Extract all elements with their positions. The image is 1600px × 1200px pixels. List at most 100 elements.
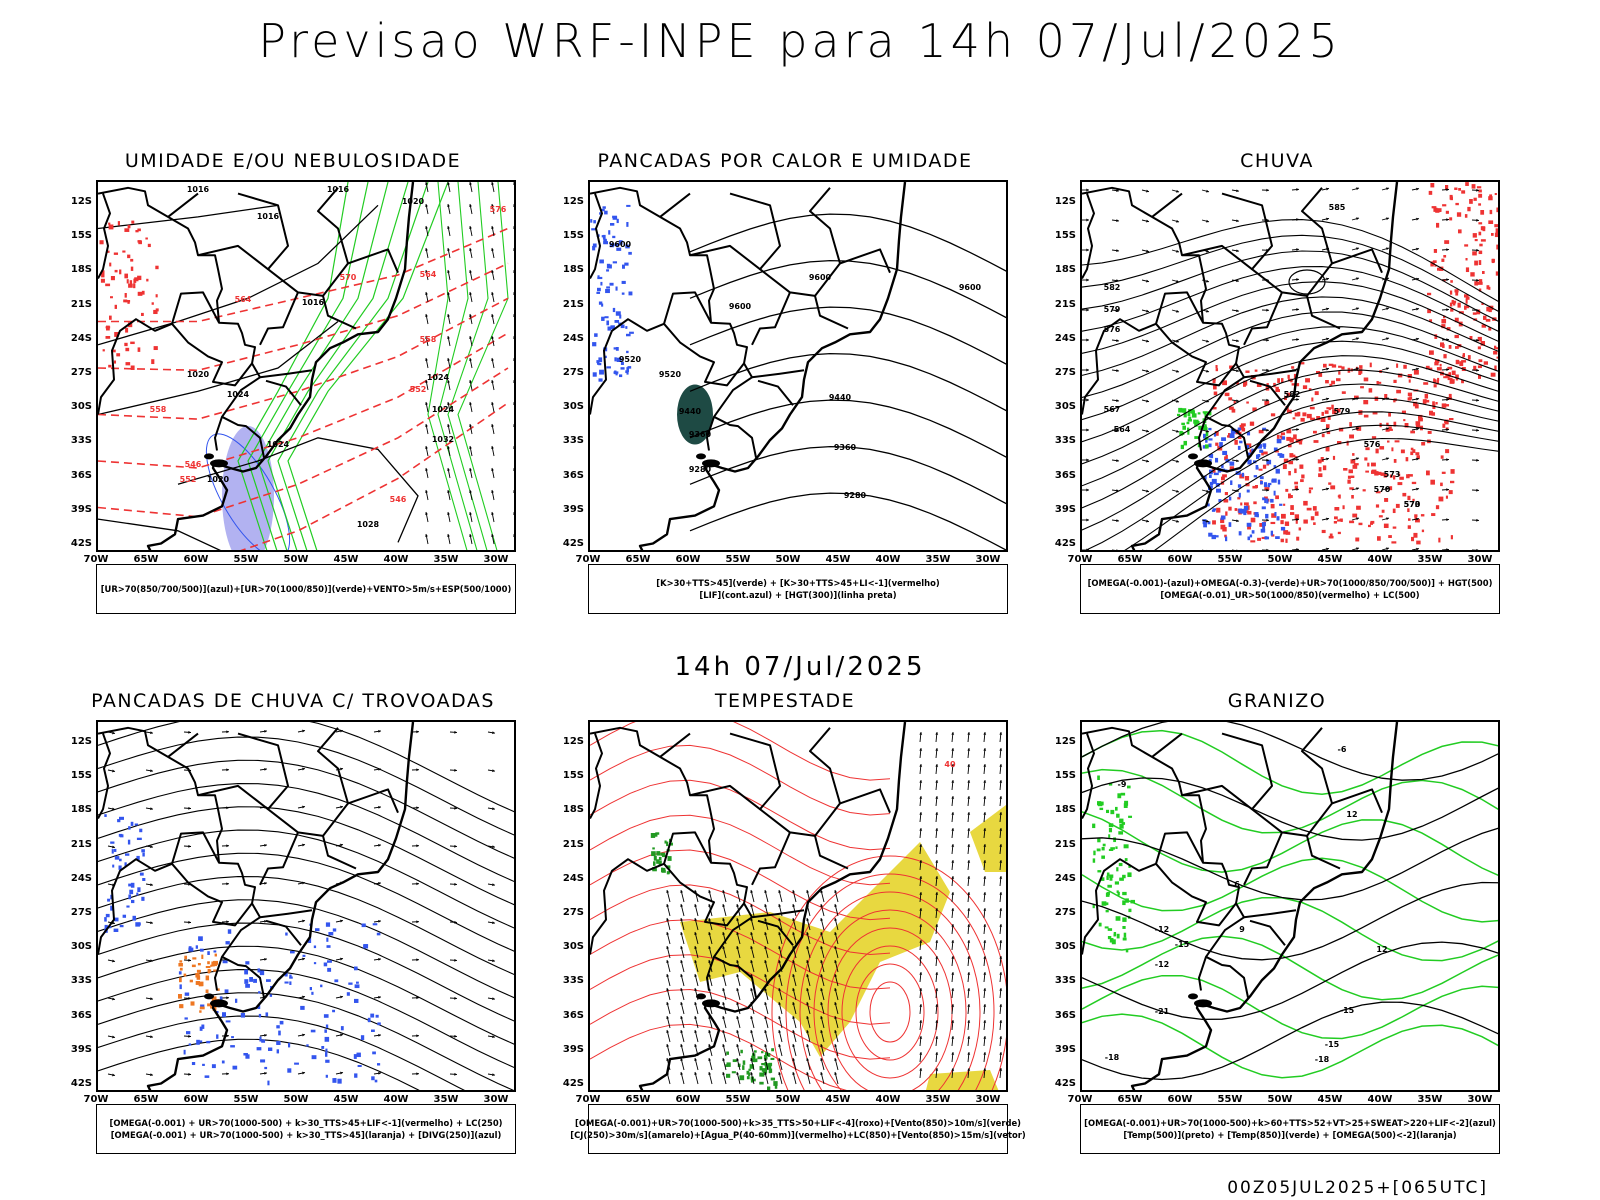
shaded-cell <box>1413 370 1419 375</box>
latitude-label: 24S <box>562 872 584 884</box>
wind-arrowhead <box>416 768 419 772</box>
longitude-label: 30W <box>975 1094 1001 1105</box>
shaded-cell <box>1470 272 1475 277</box>
shaded-cell <box>1314 391 1319 396</box>
legend-line: [OMEGA(-0.001)+UR>70(1000-500)+k>35_TTS>… <box>575 1118 1021 1128</box>
shaded-cell <box>357 1065 362 1068</box>
wind-arrowhead <box>736 904 740 907</box>
shaded-cell <box>1455 291 1459 296</box>
shaded-cell <box>1109 938 1114 943</box>
wind-arrowhead <box>806 946 810 949</box>
wind-arrowhead <box>1116 369 1119 373</box>
wind-arrowhead <box>416 920 419 924</box>
shaded-cell <box>608 230 611 235</box>
shaded-cell <box>1273 382 1276 388</box>
latitude-label: 12S <box>1054 736 1076 747</box>
wind-arrowhead <box>302 843 305 847</box>
shaded-cell <box>1464 244 1469 247</box>
wind-arrowhead <box>226 882 229 886</box>
shaded-cell <box>615 311 621 316</box>
thickness-label: 570 <box>340 273 357 282</box>
shaded-cell <box>1365 470 1369 473</box>
shaded-cell <box>1476 186 1482 189</box>
shaded-cell <box>1266 383 1269 386</box>
shaded-cell <box>1322 465 1327 471</box>
wind-arrowhead <box>736 890 740 893</box>
shaded-cell <box>207 1003 211 1007</box>
wind-arrowhead <box>188 996 191 1000</box>
border-line <box>590 318 665 415</box>
shaded-cell <box>598 378 603 382</box>
shaded-cell <box>1349 422 1352 427</box>
shaded-cell <box>1203 522 1207 528</box>
shaded-cell <box>110 841 115 844</box>
shaded-cell <box>1234 439 1238 445</box>
shaded-cell <box>666 865 671 869</box>
wind-arrowhead <box>447 314 450 317</box>
shaded-cell <box>313 962 317 965</box>
contour-label: 570 <box>1374 485 1391 494</box>
shaded-cell <box>606 269 610 272</box>
wind-arrowhead <box>1356 247 1359 251</box>
shaded-cell <box>1280 520 1284 525</box>
shaded-cell <box>1203 425 1207 428</box>
wind-arrowhead <box>1476 308 1479 312</box>
wind-arrowhead <box>666 904 670 907</box>
low-level-jet-area <box>725 1048 778 1090</box>
shaded-cell <box>183 1049 186 1055</box>
wind-arrowhead <box>1236 369 1239 373</box>
shaded-cell <box>112 349 116 353</box>
shaded-cell <box>1215 483 1220 487</box>
shaded-cell <box>326 945 331 948</box>
shaded-cell <box>1225 454 1228 460</box>
shaded-cell <box>147 243 151 248</box>
shaded-cell <box>289 981 292 985</box>
wind-arrow <box>513 182 514 185</box>
shaded-cell <box>127 301 130 304</box>
shaded-cell <box>104 814 107 817</box>
lake <box>696 993 706 1000</box>
shaded-cell <box>626 204 631 207</box>
wind-arrowhead <box>666 988 670 991</box>
wind-arrowhead <box>447 182 450 185</box>
contour-line <box>177 437 419 543</box>
wind-arrowhead <box>967 732 971 735</box>
wind-arrowhead <box>491 204 494 207</box>
shaded-cell <box>110 905 113 911</box>
shaded-cell <box>1178 407 1183 413</box>
shaded-cell <box>1332 409 1337 415</box>
wind-arrowhead <box>491 424 494 427</box>
shaded-cell <box>1249 421 1255 426</box>
shaded-cell <box>1123 844 1129 849</box>
shaded-cell <box>260 1059 266 1063</box>
wind-arrowhead <box>112 807 115 811</box>
shaded-cell <box>137 275 142 281</box>
wind-arrowhead <box>454 996 457 1000</box>
wind-arrowhead <box>1206 429 1209 433</box>
wind-arrowhead <box>764 1044 768 1047</box>
latitude-label: 42S <box>562 538 584 549</box>
shaded-cell <box>179 967 183 971</box>
shaded-cell <box>1391 541 1397 544</box>
wind-arrowhead <box>1236 549 1238 550</box>
shaded-cell <box>1414 404 1419 409</box>
wind-arrowhead <box>806 1044 810 1047</box>
wind-arrowhead <box>983 796 987 799</box>
shaded-cell <box>1312 506 1317 511</box>
shaded-cell <box>1407 508 1410 513</box>
wind-arrowhead <box>425 490 428 493</box>
border-line <box>347 248 399 274</box>
shaded-cell <box>621 280 626 284</box>
shaded-cell <box>1283 458 1289 463</box>
shaded-cell <box>1446 327 1451 331</box>
contour-label: 1016 <box>187 185 210 194</box>
shaded-cell <box>1228 522 1232 527</box>
shaded-cell <box>767 1086 771 1090</box>
wind-arrowhead <box>454 730 457 734</box>
border-line <box>167 192 199 218</box>
wind-arrowhead <box>1146 459 1149 463</box>
wind-arrowhead <box>416 996 419 1000</box>
wind-arrowhead <box>1476 488 1479 492</box>
streamline <box>590 1023 847 1090</box>
wind-arrowhead <box>1146 429 1149 433</box>
